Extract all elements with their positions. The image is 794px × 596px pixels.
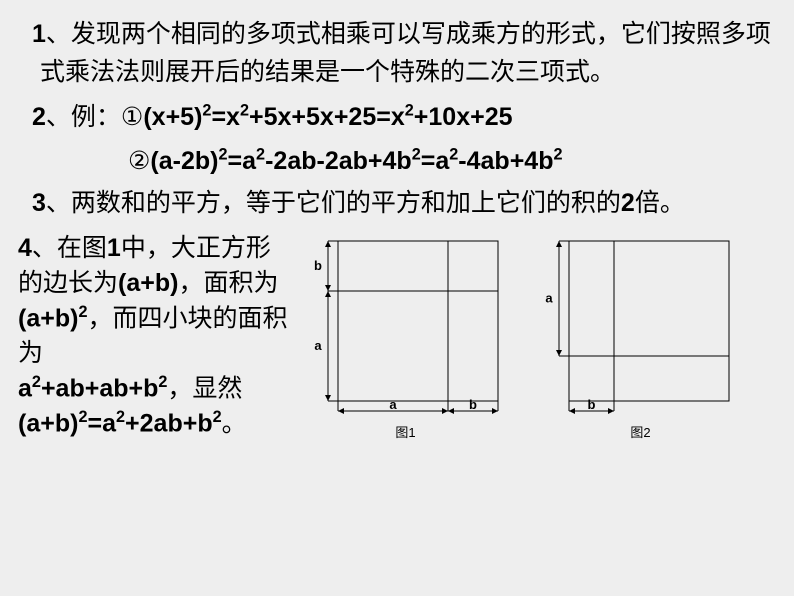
p4-b1: 1 [107,234,121,262]
exp: 2 [240,102,249,120]
p3-num: 3 [32,189,46,217]
svg-text:a: a [314,338,322,353]
p4-b4a: a [18,374,32,402]
diagram-2-wrap: ab 图2 [543,231,738,441]
svg-text:a: a [389,397,397,412]
p2-f1b: =x [211,103,240,131]
p2-f2c: -2ab-2ab+4b [265,147,412,175]
paragraph-1: 1、发现两个相同的多项式相乘可以写成乘方的形式，它们按照多项式乘法法则展开后的结… [12,16,782,91]
paragraph-2-line2: ②(a-2b)2=a2-2ab-2ab+4b2=a2-4ab+4b2 [12,141,782,181]
bottom-row: 4、在图1中，大正方形的边长为(a+b)，面积为(a+b)2，而四小块的面积为 … [12,231,782,442]
diagram-1: b a a b [308,231,503,416]
svg-text:a: a [545,290,553,305]
exp: 2 [256,146,265,164]
paragraph-2-line1: 2、例：①(x+5)2=x2+5x+5x+25=x2+10x+25 [12,97,782,137]
diagram-1-wrap: b a a b 图1 [308,231,503,441]
svg-text:b: b [588,397,596,412]
circled-2: ② [128,141,150,181]
p3-tail: 倍。 [635,189,685,217]
p2-f1a: (x+5) [143,103,202,131]
p2-f1c: +5x+5x+25=x [249,103,405,131]
p2-prefix: 、例： [46,103,121,131]
p3-text: 、两数和的平方，等于它们的平方和加上它们的积的 [46,189,621,217]
p4-t3: ，面积为 [178,269,278,297]
p4-b2: (a+b) [118,269,178,297]
p1-num: 1 [32,20,46,48]
p2-f2d: =a [421,147,450,175]
exp: 2 [412,146,421,164]
svg-text:b: b [314,258,322,273]
svg-text:b: b [469,397,477,412]
p1-text: 、发现两个相同的多项式相乘可以写成乘方的形式，它们按照多项式乘法法则展开后的结果… [40,20,771,86]
diagram-2: ab [543,231,738,416]
exp: 2 [218,146,227,164]
exp: 2 [449,146,458,164]
p2-f2e: -4ab+4b [458,147,553,175]
p4-t1: 、在图 [32,234,107,262]
p4-t5: ，显然 [167,374,242,402]
exp: 2 [32,373,41,391]
exp: 2 [116,408,125,426]
exp: 2 [213,408,222,426]
circled-1: ① [121,97,143,137]
p4-b5a: (a+b) [18,409,78,437]
p4-b4b: +ab+ab+b [41,374,158,402]
p2-f2a: (a-2b) [150,147,218,175]
exp: 2 [405,102,414,120]
exp: 2 [553,146,562,164]
p3-bold: 2 [621,189,635,217]
p4-b3: (a+b) [18,304,78,332]
p4-t6: 。 [222,409,247,437]
p4-num: 4 [18,234,32,262]
p4-b5c: +2ab+b [125,409,213,437]
p2-num: 2 [32,103,46,131]
paragraph-3: 3、两数和的平方，等于它们的平方和加上它们的积的2倍。 [12,185,782,223]
paragraph-4: 4、在图1中，大正方形的边长为(a+b)，面积为(a+b)2，而四小块的面积为 … [12,231,292,442]
p2-f2b: =a [228,147,257,175]
p4-b5b: =a [87,409,116,437]
p2-f1d: +10x+25 [414,103,513,131]
diagram-2-caption: 图2 [630,422,650,441]
diagram-1-caption: 图1 [395,422,415,441]
